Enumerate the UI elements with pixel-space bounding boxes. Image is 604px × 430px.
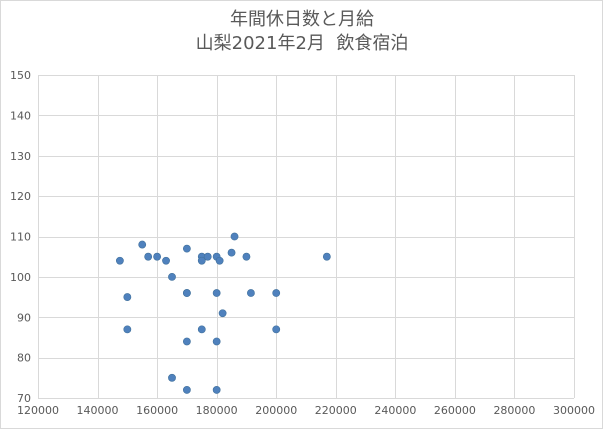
data-point (138, 240, 147, 249)
data-point (182, 386, 191, 394)
y-tick-label: 140 (10, 109, 31, 122)
y-tick-label: 150 (10, 69, 31, 82)
y-tick-label: 70 (17, 392, 31, 405)
data-point (322, 252, 331, 261)
data-point (218, 309, 227, 318)
x-tick-label: 160000 (136, 404, 178, 417)
data-point (123, 293, 132, 301)
data-point (123, 325, 132, 334)
data-point (153, 252, 162, 261)
data-point (182, 244, 191, 253)
chart-title-line-2: 山梨2021年2月 飲食宿泊 (195, 33, 409, 54)
y-tick-label: 80 (17, 352, 31, 365)
x-tick-label: 120000 (17, 404, 59, 417)
data-point (115, 256, 124, 265)
chart-title: 年間休日数と月給 山梨2021年2月 飲食宿泊 (0, 8, 604, 56)
data-point (182, 337, 191, 346)
chart-title-line-1: 年間休日数と月給 (230, 9, 374, 30)
x-tick-label: 280000 (493, 404, 535, 417)
data-point (212, 289, 221, 297)
x-axis-tick-labels: 120000 140000 160000 180000 200000 220000 2400… (17, 404, 595, 417)
data-point (215, 256, 224, 265)
data-point (272, 289, 281, 297)
y-tick-label: 90 (17, 311, 31, 324)
data-points (115, 232, 331, 394)
data-point (182, 289, 191, 297)
gridlines (38, 75, 575, 399)
y-tick-label: 110 (10, 231, 31, 244)
data-point (242, 252, 251, 261)
x-tick-label: 220000 (315, 404, 357, 417)
data-point (247, 289, 255, 297)
x-tick-label: 200000 (255, 404, 297, 417)
data-point (197, 325, 206, 334)
data-point (230, 232, 239, 241)
data-point (197, 256, 206, 265)
data-point (162, 256, 170, 265)
y-axis-tick-labels: 70 80 90 100 110 120 130 140 150 (10, 69, 31, 405)
x-tick-label: 240000 (374, 404, 416, 417)
data-point (144, 252, 153, 261)
data-point (272, 325, 281, 334)
x-tick-label: 260000 (434, 404, 476, 417)
data-point (212, 337, 221, 346)
y-tick-label: 130 (10, 150, 31, 163)
y-tick-label: 100 (10, 271, 31, 284)
data-point (168, 373, 176, 382)
x-tick-label: 300000 (553, 404, 595, 417)
y-tick-label: 120 (10, 190, 31, 203)
x-tick-label: 140000 (77, 404, 119, 417)
data-point (227, 248, 236, 257)
data-point (168, 272, 176, 281)
x-tick-label: 180000 (196, 404, 238, 417)
data-point (203, 252, 212, 261)
data-point (212, 386, 221, 394)
